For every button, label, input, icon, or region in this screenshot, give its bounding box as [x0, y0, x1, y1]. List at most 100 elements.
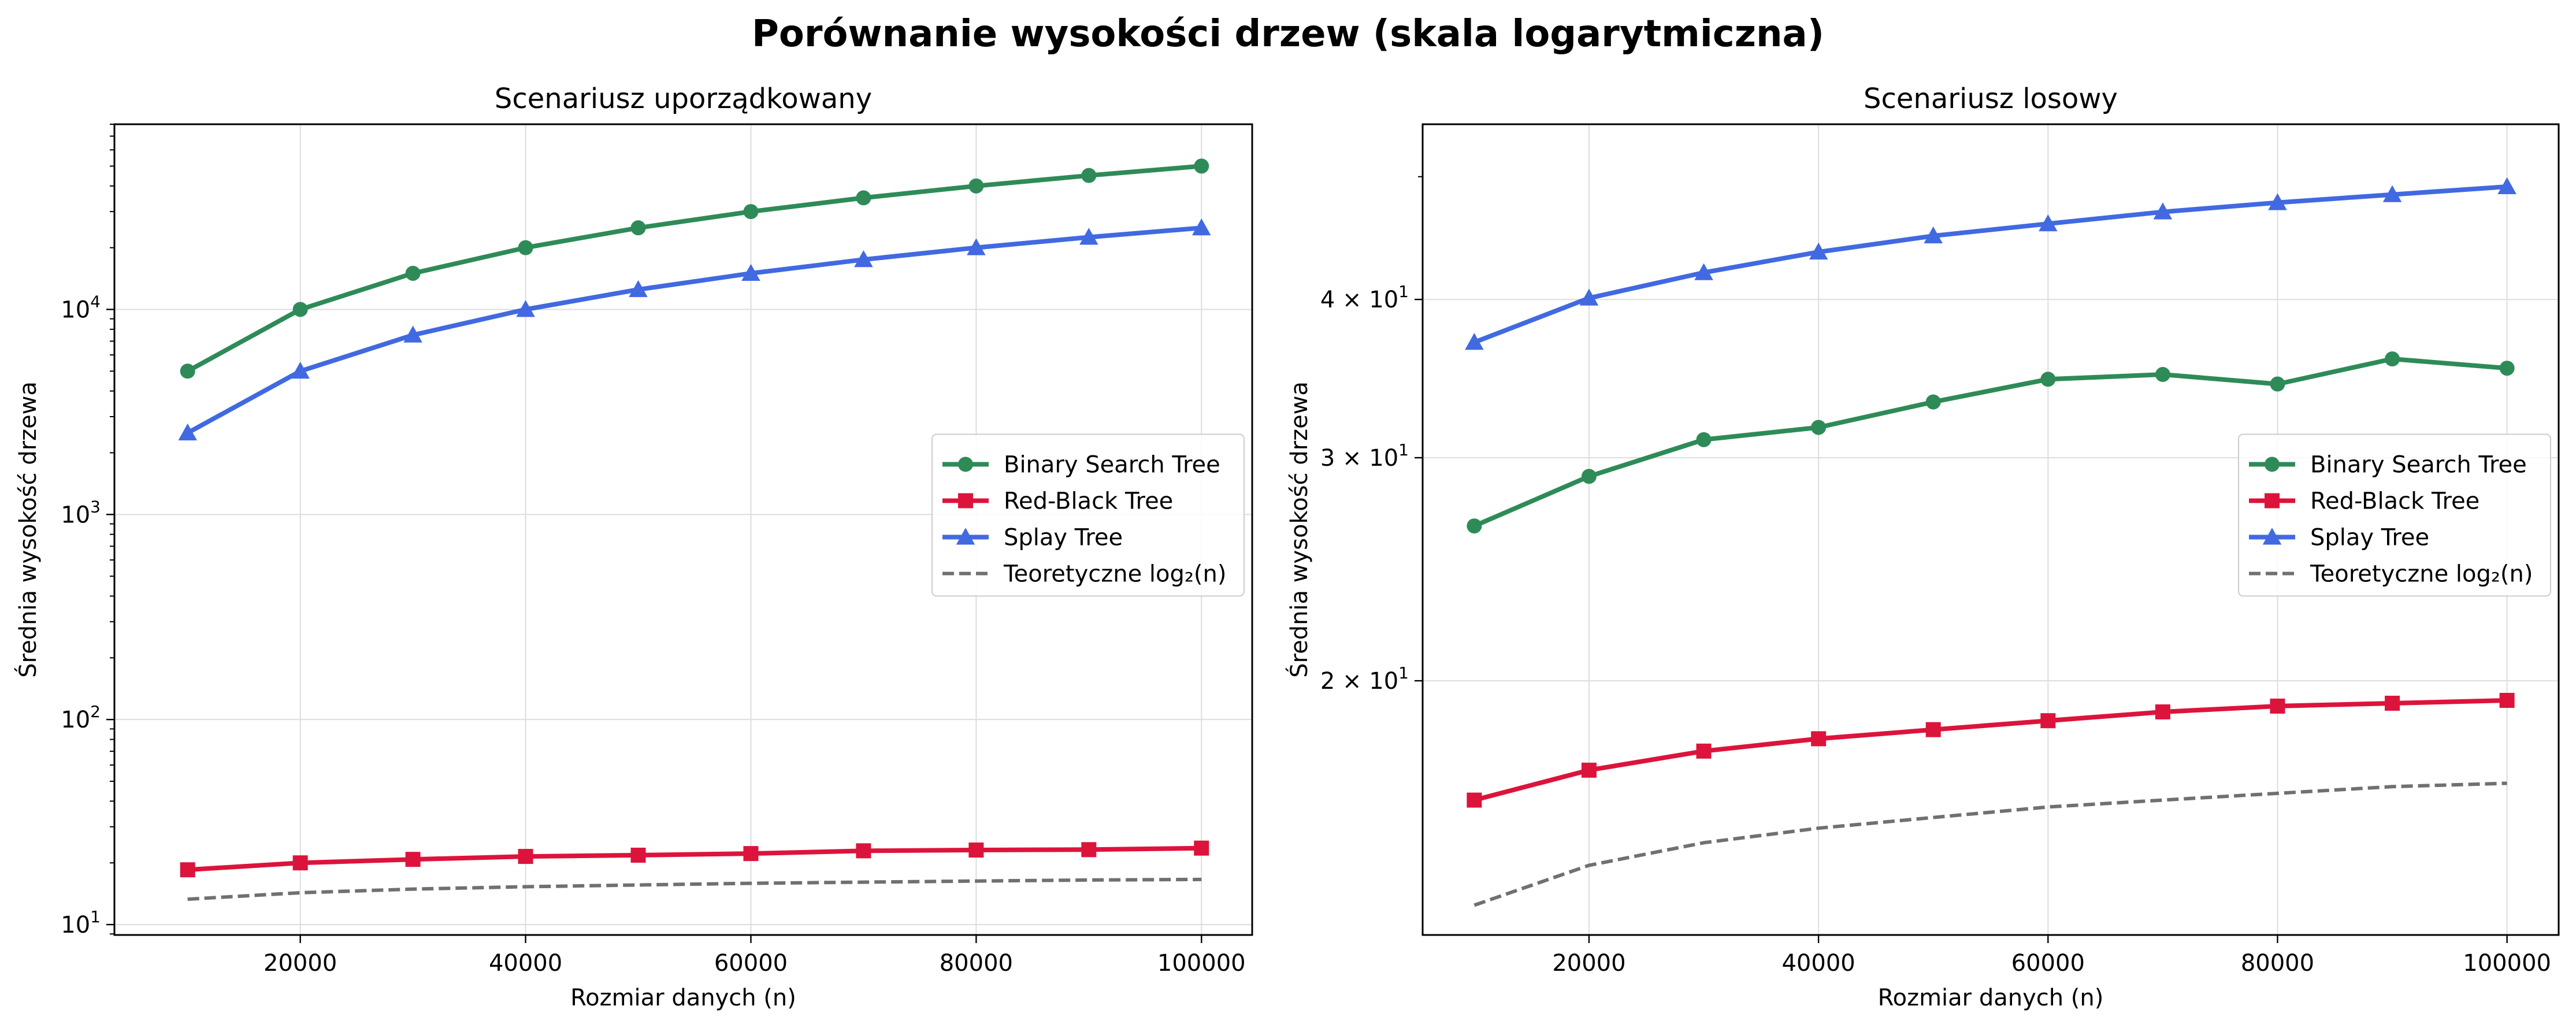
- y-tick-label: 3 × 101: [1320, 440, 1409, 472]
- series-line: [1473, 184, 2507, 345]
- series-line: [1473, 698, 2507, 803]
- data-point: [968, 178, 984, 194]
- axes-frame: [1421, 123, 2560, 936]
- x-axis-label: Rozmiar danych (n): [570, 985, 796, 1011]
- y-tick-label: 103: [61, 497, 101, 528]
- data-point: [856, 843, 871, 859]
- figure-title: Porównanie wysokości drzew (skala logary…: [752, 13, 1824, 55]
- data-point: [516, 300, 535, 317]
- data-point: [630, 220, 646, 236]
- y-tick-label: 2 × 101: [1320, 663, 1409, 695]
- data-point: [2153, 202, 2173, 220]
- data-point: [1925, 722, 1941, 737]
- x-tick-label: 80000: [940, 950, 1013, 977]
- data-point: [2265, 493, 2280, 509]
- data-point: [291, 362, 310, 379]
- data-point: [630, 847, 646, 863]
- series-layer: [178, 158, 1211, 901]
- data-point: [2499, 693, 2515, 708]
- data-point: [180, 862, 195, 878]
- data-point: [856, 190, 871, 206]
- y-axis-label: Średnia wysokość drzewa: [1285, 381, 1313, 678]
- legend-frame: [931, 433, 1245, 597]
- data-point: [1924, 226, 1943, 244]
- y-axis-label: Średnia wysokość drzewa: [14, 381, 42, 678]
- x-tick-label: 20000: [263, 950, 337, 977]
- data-point: [629, 280, 648, 298]
- series-line: [187, 845, 1202, 873]
- axes-frame: [113, 123, 1253, 936]
- legend-label: Binary Search Tree: [2310, 452, 2527, 478]
- legend: Binary Search Tree Red-Black Tree Splay Tr…: [2238, 433, 2551, 597]
- data-point: [2497, 177, 2516, 195]
- data-point: [2385, 695, 2400, 711]
- data-point: [2270, 376, 2285, 392]
- data-point: [2155, 704, 2170, 719]
- data-point: [1694, 263, 1713, 280]
- legend-frame: [2238, 433, 2551, 597]
- data-point: [403, 325, 422, 343]
- data-point: [1081, 842, 1097, 858]
- data-point: [1467, 792, 1482, 808]
- data-point: [1925, 394, 1941, 410]
- data-point: [518, 240, 533, 255]
- data-point: [292, 855, 308, 871]
- data-point: [1811, 420, 1827, 435]
- legend-label: Teoretyczne log₂(n): [2310, 561, 2533, 588]
- data-point: [2385, 351, 2400, 367]
- data-point: [2265, 457, 2280, 472]
- legend-label: Splay Tree: [1004, 525, 1123, 551]
- data-point: [743, 204, 759, 220]
- data-point: [1079, 228, 1098, 245]
- series-line: [1473, 781, 2507, 907]
- data-point: [1579, 288, 1599, 306]
- data-point: [1465, 333, 1484, 350]
- series-line: [187, 877, 1202, 901]
- data-point: [292, 302, 308, 317]
- series-line: [1473, 357, 2507, 528]
- series-layer: [1465, 177, 2516, 907]
- x-tick-label: 60000: [2011, 950, 2085, 977]
- data-point: [178, 423, 197, 441]
- data-point: [1809, 242, 1828, 260]
- chart-panel-random: 20000 40000 60000 80000 100000 2 × 101 3 × 101…: [1285, 83, 2560, 1011]
- data-point: [2270, 698, 2285, 714]
- y-tick-label: 4 × 101: [1320, 282, 1409, 313]
- data-point: [967, 238, 986, 255]
- y-tick-label: 104: [61, 292, 101, 323]
- legend-label: Splay Tree: [2310, 525, 2429, 551]
- data-point: [2040, 372, 2056, 387]
- x-tick-label: 100000: [2463, 950, 2551, 977]
- x-tick-label: 40000: [489, 950, 562, 977]
- data-point: [2040, 713, 2056, 729]
- data-point: [968, 843, 984, 858]
- legend-label: Teoretyczne log₂(n): [1003, 561, 1227, 588]
- chart-title: Scenariusz uporządkowany: [495, 83, 872, 115]
- data-point: [405, 852, 421, 867]
- x-tick-label: 20000: [1552, 950, 1625, 977]
- data-point: [2268, 193, 2287, 210]
- legend-label: Red-Black Tree: [1004, 488, 1173, 515]
- data-point: [743, 846, 759, 862]
- x-tick-label: 40000: [1781, 950, 1855, 977]
- data-point: [2499, 361, 2515, 376]
- data-point: [180, 363, 195, 379]
- data-point: [2382, 185, 2402, 202]
- legend-label: Red-Black Tree: [2310, 488, 2480, 515]
- data-point: [518, 849, 533, 864]
- x-tick-label: 60000: [714, 950, 788, 977]
- data-point: [1696, 432, 1712, 447]
- y-tick-label: 102: [61, 702, 101, 733]
- data-point: [1194, 158, 1209, 174]
- legend-label: Binary Search Tree: [1004, 452, 1220, 478]
- x-axis-label: Rozmiar danych (n): [1878, 985, 2104, 1011]
- series-line: [186, 164, 1202, 373]
- data-point: [405, 265, 421, 281]
- data-point: [854, 250, 873, 268]
- data-point: [1581, 469, 1597, 484]
- x-tick-label: 80000: [2241, 950, 2314, 977]
- data-point: [958, 493, 973, 509]
- series-line: [186, 225, 1202, 435]
- data-point: [956, 528, 975, 545]
